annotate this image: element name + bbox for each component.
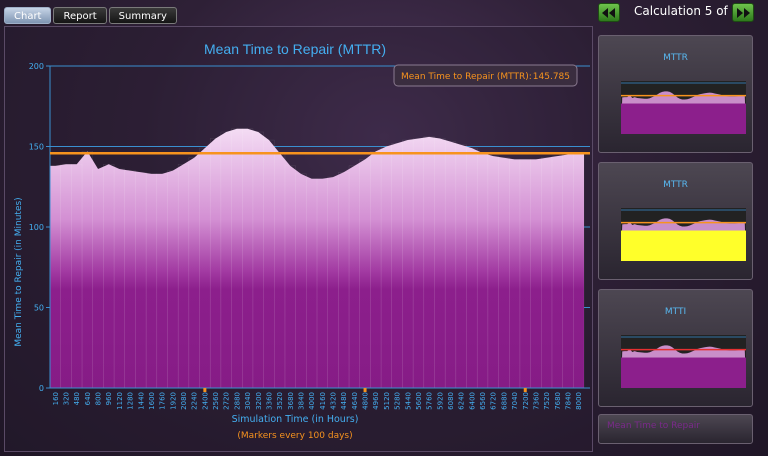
x-tick-label: 3040 [244, 392, 252, 410]
y-axis-title: Mean Time to Repair (in Minutes) [14, 197, 24, 346]
x-tick-label: 3520 [276, 392, 284, 410]
thumbnail-mtti-chart [621, 335, 746, 388]
tab-report[interactable]: Report [53, 7, 107, 24]
x-tick-label: 7840 [564, 392, 572, 410]
y-tick-label: 200 [29, 62, 44, 71]
x-tick-label: 2560 [212, 392, 220, 410]
x-tick-label: 7520 [543, 392, 551, 410]
x-tick-label: 320 [63, 392, 71, 405]
x-tick-label: 5760 [426, 392, 434, 410]
x-tick-label: 4000 [308, 392, 316, 410]
thumb-fill [621, 357, 746, 388]
x-tick-label: 1760 [159, 392, 167, 410]
x-tick-label: 8000 [575, 392, 583, 410]
thumbnail-mttr[interactable]: MTTR [598, 35, 753, 153]
previous-calculation-button[interactable] [598, 3, 620, 22]
y-tick-label: 100 [29, 223, 44, 232]
x-tick-label: 4480 [340, 392, 348, 410]
x-tick-label: 1600 [148, 392, 156, 410]
thumbnail-partial-title: Mean Time to Repair [607, 421, 700, 431]
thumbnail-mtti[interactable]: MTTI [598, 289, 753, 407]
thumb-fill [621, 230, 746, 261]
x-tick-label: 1280 [127, 392, 135, 410]
x-tick-label: 3200 [255, 392, 263, 410]
x-tick-label: 480 [73, 392, 81, 405]
x-tick-label: 160 [52, 392, 60, 405]
thumbnail-mttr-chart [621, 81, 746, 134]
calculation-label: Calculation 5 of 6 [634, 4, 740, 18]
y-tick-label: 150 [29, 143, 44, 152]
x-tick-label: 4320 [330, 392, 338, 410]
x-tick-label: 3360 [265, 392, 273, 410]
mean-annotation-value: 145.785 [533, 72, 570, 82]
thumbnail-title: MTTI [664, 307, 687, 317]
x-tick-label: 2080 [180, 392, 188, 410]
x-tick-label: 6240 [458, 392, 466, 410]
x-tick-label: 7680 [554, 392, 562, 410]
main-chart-panel: 0 50 100 150 200 160 320 480 640 800 960 1120 1280 14… [4, 26, 593, 452]
x-tick-label: 5280 [394, 392, 402, 410]
tab-bar: Chart Report Summary [4, 7, 177, 24]
thumbnail-title: MTTR [663, 53, 688, 63]
x-axis-subtitle: (Markers every 100 days) [237, 431, 352, 441]
thumbnail-mttr-2[interactable]: MTTR [598, 162, 753, 280]
x-tick-label: 5920 [436, 392, 444, 410]
thumbnail-mttr-2-chart [621, 208, 746, 261]
x-tick-label: 4960 [372, 392, 380, 410]
double-left-arrow-icon [602, 8, 615, 18]
mttr-area [50, 128, 584, 388]
thumbnail-title: MTTR [663, 180, 688, 190]
thumb-fill [621, 103, 746, 134]
x-tick-label: 4640 [351, 392, 359, 410]
x-tick-label: 2240 [191, 392, 199, 410]
x-axis-title: Simulation Time (in Hours) [232, 414, 359, 425]
mean-annotation: Mean Time to Repair (MTTR): 145.785 [393, 64, 578, 87]
x-tick-label: 4160 [319, 392, 327, 410]
x-tick-label: 4800 [362, 392, 370, 410]
x-tick-label: 1120 [116, 392, 124, 410]
x-tick-label: 5600 [415, 392, 423, 410]
x-tick-label: 1920 [169, 392, 177, 410]
x-tick-label: 6880 [500, 392, 508, 410]
x-tick-label: 5440 [404, 392, 412, 410]
time-marker [523, 388, 527, 392]
chart-title: Mean Time to Repair (MTTR) [204, 41, 386, 57]
time-marker [203, 388, 207, 392]
x-tick-label: 960 [105, 392, 113, 405]
thumbnail-partial[interactable]: Mean Time to Repair [598, 414, 753, 444]
x-tick-label: 6080 [447, 392, 455, 410]
x-tick-label: 3840 [297, 392, 305, 410]
next-calculation-button[interactable] [732, 3, 754, 22]
x-tick-label: 640 [84, 392, 92, 405]
x-tick-label: 7200 [522, 392, 530, 410]
y-tick-label: 50 [34, 304, 44, 313]
double-right-arrow-icon [737, 8, 750, 18]
x-tick-label: 1440 [137, 392, 145, 410]
x-tick-label: 3680 [287, 392, 295, 410]
tab-summary[interactable]: Summary [108, 7, 177, 24]
x-tick-label: 7040 [511, 392, 519, 410]
x-tick-label: 2400 [201, 392, 209, 410]
x-tick-label: 7360 [532, 392, 540, 410]
x-tick-label: 6560 [479, 392, 487, 410]
x-tick-label: 2880 [233, 392, 241, 410]
x-tick-label: 800 [95, 392, 103, 405]
x-tick-label: 5120 [383, 392, 391, 410]
mean-annotation-label: Mean Time to Repair (MTTR): [401, 72, 532, 82]
x-tick-label: 2720 [223, 392, 231, 410]
tab-chart[interactable]: Chart [4, 7, 52, 24]
y-tick-label: 0 [39, 384, 44, 393]
time-marker [363, 388, 367, 392]
x-tick-label: 6720 [490, 392, 498, 410]
x-tick-label: 6400 [468, 392, 476, 410]
